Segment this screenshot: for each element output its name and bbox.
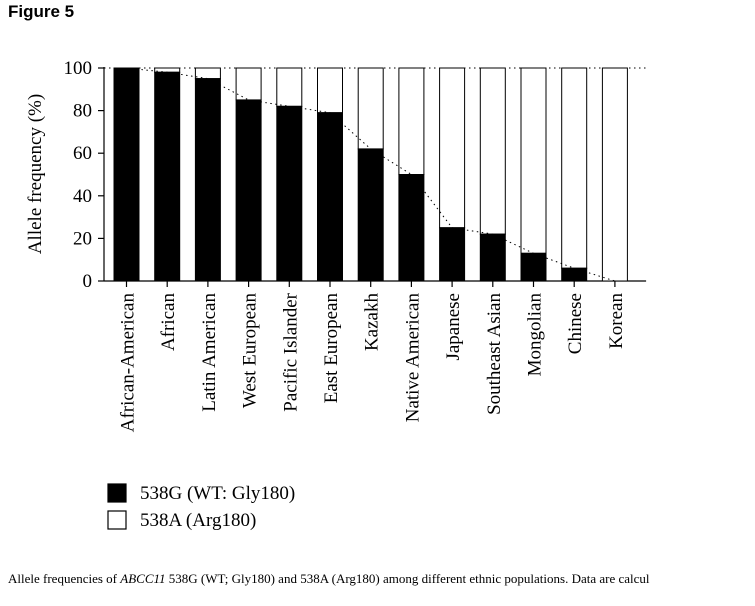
legend-label: 538G (WT: Gly180)	[140, 483, 295, 504]
x-tick-label: Southeast Asian	[484, 293, 505, 415]
y-tick-label: 0	[83, 271, 93, 292]
bar-538A	[357, 67, 384, 150]
x-tick-label: Japanese	[443, 293, 464, 361]
bar-538G	[113, 67, 140, 282]
bar-538G	[194, 78, 221, 282]
bar-538A	[479, 67, 506, 235]
bar-538A	[276, 67, 303, 107]
x-tick-label: Korean	[606, 293, 627, 349]
bar-538A	[520, 67, 547, 254]
x-tick-label: Native American	[402, 293, 423, 423]
y-tick-label: 60	[73, 143, 92, 164]
x-tick-label: East European	[321, 293, 342, 404]
bar-538A	[235, 67, 262, 101]
x-tick-label: Pacific Islander	[280, 292, 301, 411]
x-tick-label: African-American	[118, 293, 139, 433]
x-tick-label: African	[158, 293, 179, 352]
y-tick-label: 40	[73, 186, 92, 207]
caption-prefix: Allele frequencies of	[8, 571, 121, 586]
bar-538G	[398, 174, 425, 282]
bar-538A	[561, 67, 588, 269]
legend: 538G (WT: Gly180) 538A (Arg180)	[107, 483, 295, 531]
bar-538G	[235, 99, 262, 282]
x-tick-label: Latin American	[199, 293, 220, 412]
x-tick-label: West European	[240, 293, 261, 409]
x-tick-label: Chinese	[565, 293, 586, 354]
plot-area: 0 20 40 60 80 100 African-American African Latin…	[64, 58, 647, 432]
bar-538G	[276, 105, 303, 282]
x-tick-label: Mongolian	[525, 293, 546, 377]
legend-label: 538A (Arg180)	[140, 510, 256, 531]
figure-caption: Allele frequencies of ABCC11 538G (WT; G…	[8, 571, 755, 587]
bar-538G	[561, 267, 588, 282]
y-axis-label: Allele frequency (%)	[25, 94, 46, 254]
x-tick-label: Kazakh	[362, 293, 383, 352]
y-tick-label: 20	[73, 228, 92, 249]
bar-538G	[317, 112, 343, 282]
bar-538G	[479, 233, 506, 282]
legend-swatch	[107, 510, 127, 530]
bar-538A	[398, 67, 425, 175]
bar-538G	[357, 148, 384, 282]
caption-gene: ABCC11	[120, 571, 166, 586]
bar-538G	[520, 252, 547, 282]
bar-538G	[439, 227, 466, 282]
bar-538A	[439, 67, 466, 229]
bar-538A	[194, 67, 221, 80]
allele-frequency-chart: 0 20 40 60 80 100 African-American African Latin…	[25, 58, 647, 531]
trend-line	[126, 67, 616, 282]
bar-538A	[601, 67, 628, 282]
bar-538G	[154, 71, 181, 282]
figure-label: Figure 5	[8, 2, 75, 21]
caption-suffix: 538G (WT; Gly180) and 538A (Arg180) amon…	[165, 571, 650, 586]
legend-swatch	[107, 483, 127, 503]
bar-538A	[317, 67, 343, 114]
y-tick-label: 80	[73, 101, 92, 122]
y-tick-label: 100	[64, 58, 93, 79]
bar-538A	[154, 67, 181, 73]
